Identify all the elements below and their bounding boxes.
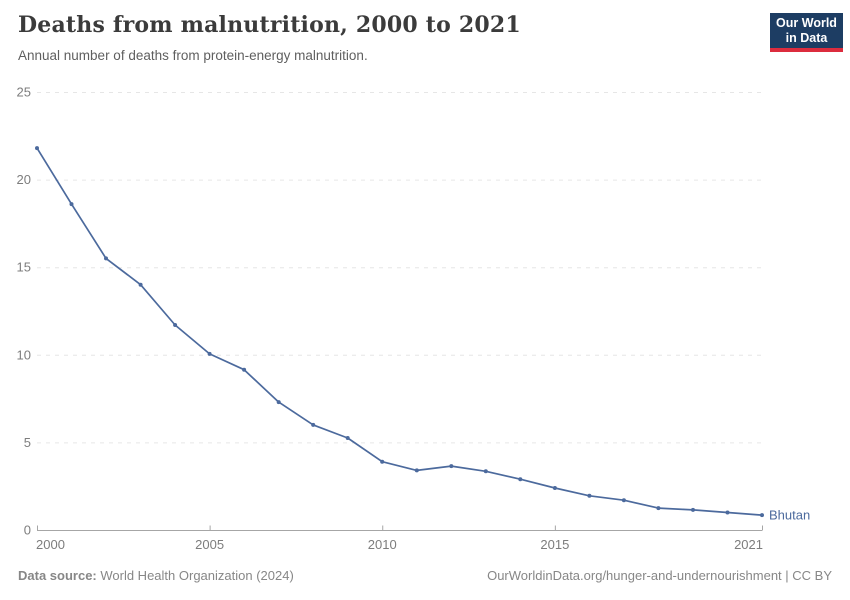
owid-logo[interactable]: Our World in Data (770, 13, 843, 52)
data-source: Data source: World Health Organization (… (18, 568, 294, 583)
data-point-2010[interactable] (380, 459, 385, 464)
data-point-2008[interactable] (311, 422, 316, 427)
x-tick-label: 2000 (36, 537, 65, 552)
data-point-2007[interactable] (276, 400, 281, 405)
data-point-2019[interactable] (691, 507, 695, 512)
data-point-2003[interactable] (138, 282, 143, 287)
owid-logo-line1: Our World (776, 16, 837, 30)
chart-title: Deaths from malnutrition, 2000 to 2021 (18, 12, 521, 38)
data-point-2013[interactable] (483, 469, 488, 474)
data-source-text: World Health Organization (2024) (96, 568, 294, 583)
y-tick-label: 20 (17, 172, 31, 187)
data-point-2000[interactable] (35, 146, 39, 151)
data-point-2016[interactable] (587, 493, 592, 498)
x-tick-label: 2021 (734, 537, 763, 552)
owid-logo-line2: in Data (785, 30, 828, 45)
y-tick-label: 25 (17, 85, 31, 100)
data-point-2001[interactable] (69, 202, 74, 207)
data-source-label: Data source: (18, 568, 97, 583)
data-point-2006[interactable] (242, 367, 247, 372)
data-point-2020[interactable] (725, 510, 730, 515)
x-tick-label: 2005 (195, 537, 224, 552)
data-point-2009[interactable] (345, 436, 350, 440)
series-end-label-bhutan[interactable]: Bhutan (769, 508, 810, 523)
line-series-bhutan[interactable] (36, 147, 763, 516)
data-point-2011[interactable] (414, 468, 419, 473)
data-point-2012[interactable] (449, 464, 454, 469)
data-point-2018[interactable] (656, 506, 661, 511)
license-link[interactable]: OurWorldinData.org/hunger-and-undernouri… (487, 568, 832, 583)
y-tick-label: 15 (17, 260, 31, 275)
data-point-2002[interactable] (104, 256, 108, 261)
y-tick-label: 0 (24, 523, 31, 538)
chart-footer: Data source: World Health Organization (… (18, 568, 832, 583)
data-point-2014[interactable] (518, 477, 523, 482)
data-point-2005[interactable] (207, 351, 212, 356)
data-point-2004[interactable] (173, 323, 178, 327)
y-tick-label: 5 (24, 435, 31, 450)
x-tick-label: 2010 (368, 537, 397, 552)
data-point-2021[interactable] (760, 513, 764, 518)
data-point-2015[interactable] (552, 486, 557, 490)
y-tick-label: 10 (17, 347, 31, 362)
data-point-2017[interactable] (621, 498, 626, 503)
chart-subtitle: Annual number of deaths from protein-ene… (18, 48, 368, 63)
x-tick-label: 2015 (540, 537, 569, 552)
